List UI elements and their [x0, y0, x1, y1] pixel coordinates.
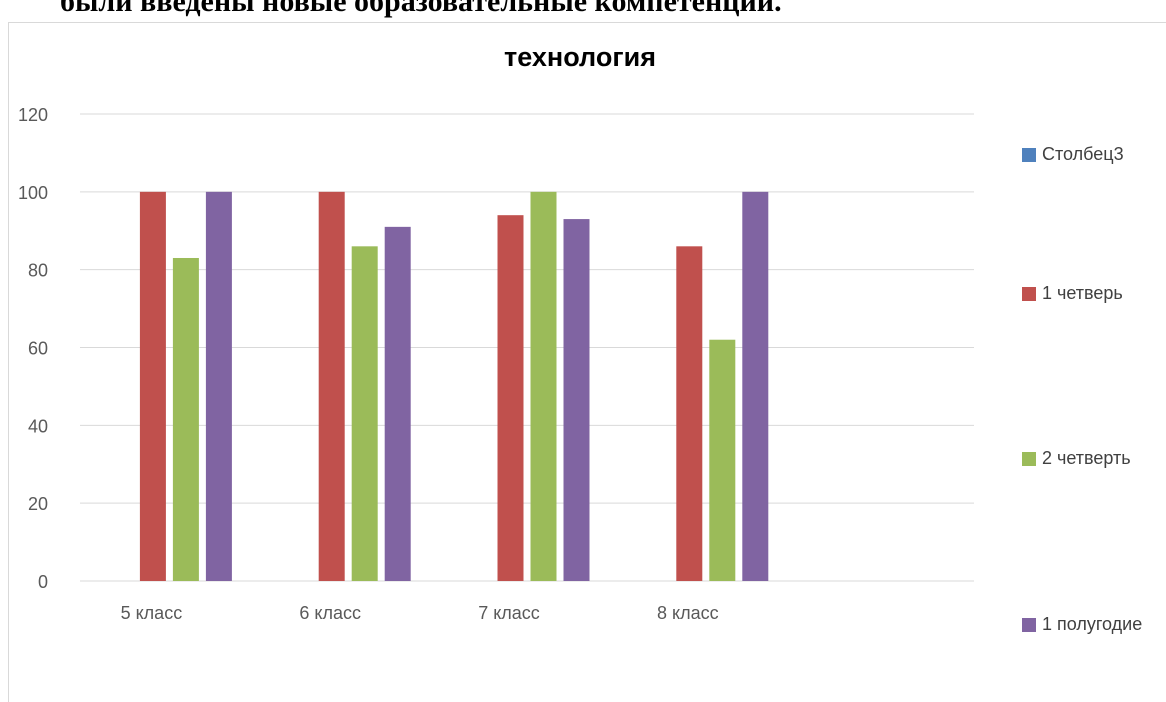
legend-swatch — [1022, 147, 1036, 162]
y-tick-label: 100 — [18, 183, 48, 203]
y-tick-label: 60 — [28, 339, 48, 359]
document-heading: были введены новые образовательные компе… — [60, 0, 782, 18]
y-tick-label: 0 — [38, 572, 48, 592]
bar — [318, 191, 345, 582]
y-tick-label: 120 — [18, 105, 48, 125]
bar — [139, 191, 166, 582]
legend-item-1-chetver: 1 четверь — [1022, 283, 1123, 304]
bars — [139, 191, 769, 582]
bar — [530, 191, 557, 582]
chart-frame — [8, 22, 1166, 702]
y-tick-label: 80 — [28, 261, 48, 281]
legend-label: 1 четверь — [1042, 283, 1123, 303]
bar — [205, 191, 232, 582]
bar — [742, 191, 769, 582]
legend-item-stolbets3: Столбец3 — [1022, 144, 1124, 165]
x-tick-label: 7 класс — [478, 603, 540, 623]
bar — [351, 246, 378, 582]
bar-chart-plot: 0 20 40 60 80 100 120 5 класс 6 класс 7 класс 8 к… — [18, 105, 974, 623]
x-tick-label: 8 класс — [657, 603, 719, 623]
legend-swatch — [1022, 451, 1036, 466]
bar — [563, 219, 590, 581]
bar — [709, 339, 736, 581]
legend-label: 1 полугодие — [1042, 614, 1143, 634]
x-tick-label: 6 класс — [299, 603, 361, 623]
y-axis-ticks: 0 20 40 60 80 100 120 — [18, 105, 48, 592]
legend-swatch — [1022, 286, 1036, 301]
legend-item-2-chetvert: 2 четверть — [1022, 448, 1131, 469]
bar — [676, 246, 703, 582]
y-tick-label: 20 — [28, 494, 48, 514]
legend: Столбец3 1 четверь 2 четверть 1 полугоди… — [1022, 0, 1166, 702]
y-tick-label: 40 — [28, 416, 48, 436]
x-tick-label: 5 класс — [121, 603, 183, 623]
bar — [384, 226, 411, 581]
legend-swatch — [1022, 617, 1036, 632]
x-axis-ticks: 5 класс 6 класс 7 класс 8 класс — [121, 603, 719, 623]
bar — [497, 215, 524, 581]
legend-label: 2 четверть — [1042, 448, 1131, 468]
legend-item-1-polugodie: 1 полугодие — [1022, 614, 1142, 635]
legend-label: Столбец3 — [1042, 144, 1124, 164]
bar — [172, 257, 199, 581]
chart-title: технология — [504, 42, 656, 72]
